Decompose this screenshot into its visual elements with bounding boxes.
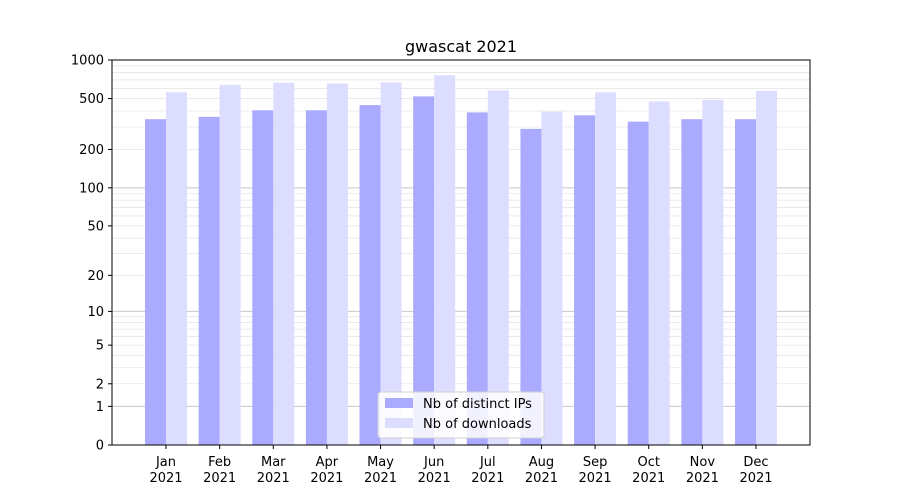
y-tick-label: 500: [79, 92, 104, 107]
x-tick-year: 2021: [471, 471, 504, 486]
bar-downloads-mar: [273, 82, 295, 446]
y-tick-label: 0: [96, 439, 104, 454]
x-tick-year: 2021: [310, 471, 343, 486]
legend-box: [377, 391, 545, 439]
x-tick-label: Dec 2021: [739, 455, 772, 486]
bar-ips-oct: [627, 121, 649, 446]
y-tick-label: 200: [79, 143, 104, 158]
x-tick-label: Jan 2021: [149, 455, 182, 486]
y-tick-label: 50: [87, 219, 104, 234]
x-tick-label: Nov 2021: [686, 455, 719, 486]
x-tick-year: 2021: [632, 471, 665, 486]
x-tick-month: Jun: [423, 455, 444, 470]
x-tick-month: Apr: [316, 455, 339, 470]
y-tick-label: 5: [96, 339, 104, 354]
bar-downloads-sep: [595, 92, 617, 446]
x-tick-month: Aug: [529, 455, 554, 470]
x-tick-year: 2021: [525, 471, 558, 486]
x-tick-month: May: [367, 455, 394, 470]
bar-ips-jul: [466, 112, 488, 446]
chart-title: gwascat 2021: [405, 37, 517, 56]
bar-downloads-aug: [541, 111, 563, 446]
bar-downloads-jun: [434, 75, 456, 446]
legend-swatch: [385, 418, 413, 428]
x-tick-year: 2021: [364, 471, 397, 486]
y-tick-label: 1000: [71, 54, 104, 69]
bar-ips-nov: [681, 119, 703, 446]
x-tick-month: Nov: [690, 455, 716, 470]
bar-ips-dec: [735, 119, 756, 446]
x-tick-year: 2021: [418, 471, 451, 486]
y-tick-label: 100: [79, 181, 104, 196]
plot-frame: [111, 59, 811, 446]
x-tick-month: Jan: [155, 455, 176, 470]
x-tick-label: May 2021: [364, 455, 397, 486]
bar-ips-feb: [198, 116, 220, 446]
x-tick-month: Jul: [479, 455, 496, 470]
bar-downloads-may: [380, 82, 402, 445]
bar-ips-apr: [305, 110, 327, 445]
x-tick-year: 2021: [579, 471, 612, 486]
x-tick-label: Aug 2021: [525, 455, 558, 486]
x-tick-label: Oct 2021: [632, 455, 665, 486]
x-tick-month: Sep: [583, 455, 608, 470]
x-tick-month: Dec: [743, 455, 768, 470]
y-tick-label: 20: [87, 269, 104, 284]
x-tick-label: Mar 2021: [257, 455, 290, 486]
y-tick-label: 10: [87, 305, 104, 320]
x-tick-label: Sep 2021: [579, 455, 612, 486]
x-tick-label: Jun 2021: [418, 455, 451, 486]
bar-downloads-dec: [756, 90, 777, 446]
x-tick-month: Feb: [208, 455, 231, 470]
bar-downloads-apr: [326, 83, 348, 446]
y-tick-label: 1: [96, 400, 104, 415]
x-tick-year: 2021: [149, 471, 182, 486]
bar-downloads-nov: [702, 99, 724, 445]
bar-downloads-jan: [166, 92, 187, 446]
x-tick-month: Oct: [637, 455, 659, 470]
bar-downloads-feb: [219, 84, 241, 445]
bar-ips-may: [359, 105, 381, 446]
legend: Nb of distinct IPs Nb of downloads: [377, 391, 545, 439]
bar-downloads-oct: [648, 101, 670, 445]
x-tick-label: Apr 2021: [310, 455, 343, 486]
y-tick-label: 2: [96, 377, 104, 392]
legend-label: Nb of distinct IPs: [423, 397, 532, 412]
x-tick-year: 2021: [203, 471, 236, 486]
bar-ips-mar: [252, 110, 274, 445]
x-tick-label: Jul 2021: [471, 455, 504, 486]
x-tick-label: Feb 2021: [203, 455, 236, 486]
bar-ips-jan: [145, 119, 166, 446]
bars: [145, 75, 777, 446]
bar-ips-jun: [413, 96, 435, 446]
legend-swatch: [385, 398, 413, 408]
bar-ips-sep: [574, 115, 596, 445]
bar-ips-aug: [520, 128, 542, 446]
x-tick-month: Mar: [261, 455, 286, 470]
x-tick-year: 2021: [739, 471, 772, 486]
y-axis: 0 1 2 5 10 20 50 100 200 500 1000: [71, 54, 112, 454]
bar-downloads-jul: [487, 90, 509, 446]
legend-label: Nb of downloads: [423, 417, 532, 432]
x-tick-year: 2021: [686, 471, 719, 486]
x-tick-year: 2021: [257, 471, 290, 486]
